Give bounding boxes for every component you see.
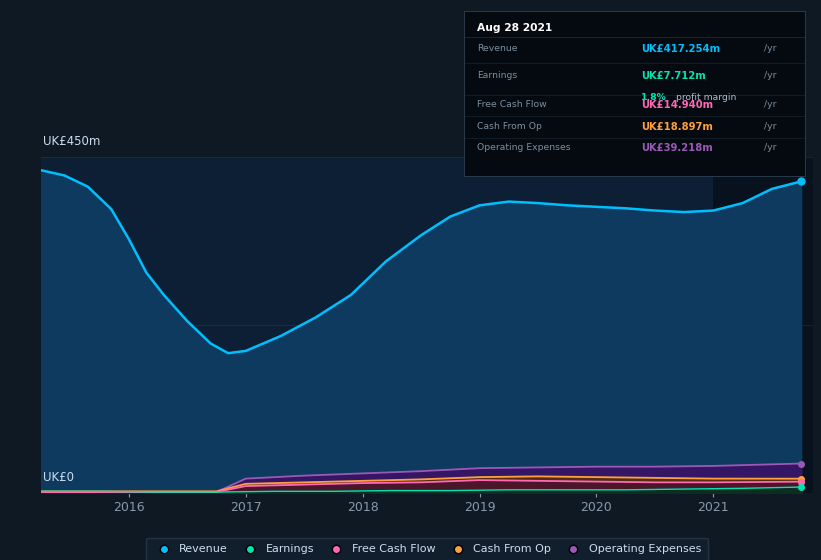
Text: 1.8%: 1.8% [641,93,667,102]
Text: /yr: /yr [764,143,776,152]
Text: Operating Expenses: Operating Expenses [478,143,571,152]
Text: Earnings: Earnings [478,71,518,80]
Text: /yr: /yr [764,71,776,80]
Text: Aug 28 2021: Aug 28 2021 [478,23,553,33]
Text: /yr: /yr [764,122,776,131]
Text: profit margin: profit margin [673,93,736,102]
Legend: Revenue, Earnings, Free Cash Flow, Cash From Op, Operating Expenses: Revenue, Earnings, Free Cash Flow, Cash … [146,538,708,560]
Bar [713,157,813,493]
Text: UK£39.218m: UK£39.218m [641,143,713,153]
Text: Cash From Op: Cash From Op [478,122,543,131]
Text: UK£14.940m: UK£14.940m [641,100,713,110]
Text: UK£18.897m: UK£18.897m [641,122,713,132]
Text: UK£0: UK£0 [43,472,74,484]
Text: Free Cash Flow: Free Cash Flow [478,100,548,109]
Text: UK£450m: UK£450m [43,136,100,148]
Text: UK£7.712m: UK£7.712m [641,71,706,81]
Text: Revenue: Revenue [478,44,518,53]
Text: /yr: /yr [764,44,776,53]
Text: UK£417.254m: UK£417.254m [641,44,720,54]
Text: /yr: /yr [764,100,776,109]
